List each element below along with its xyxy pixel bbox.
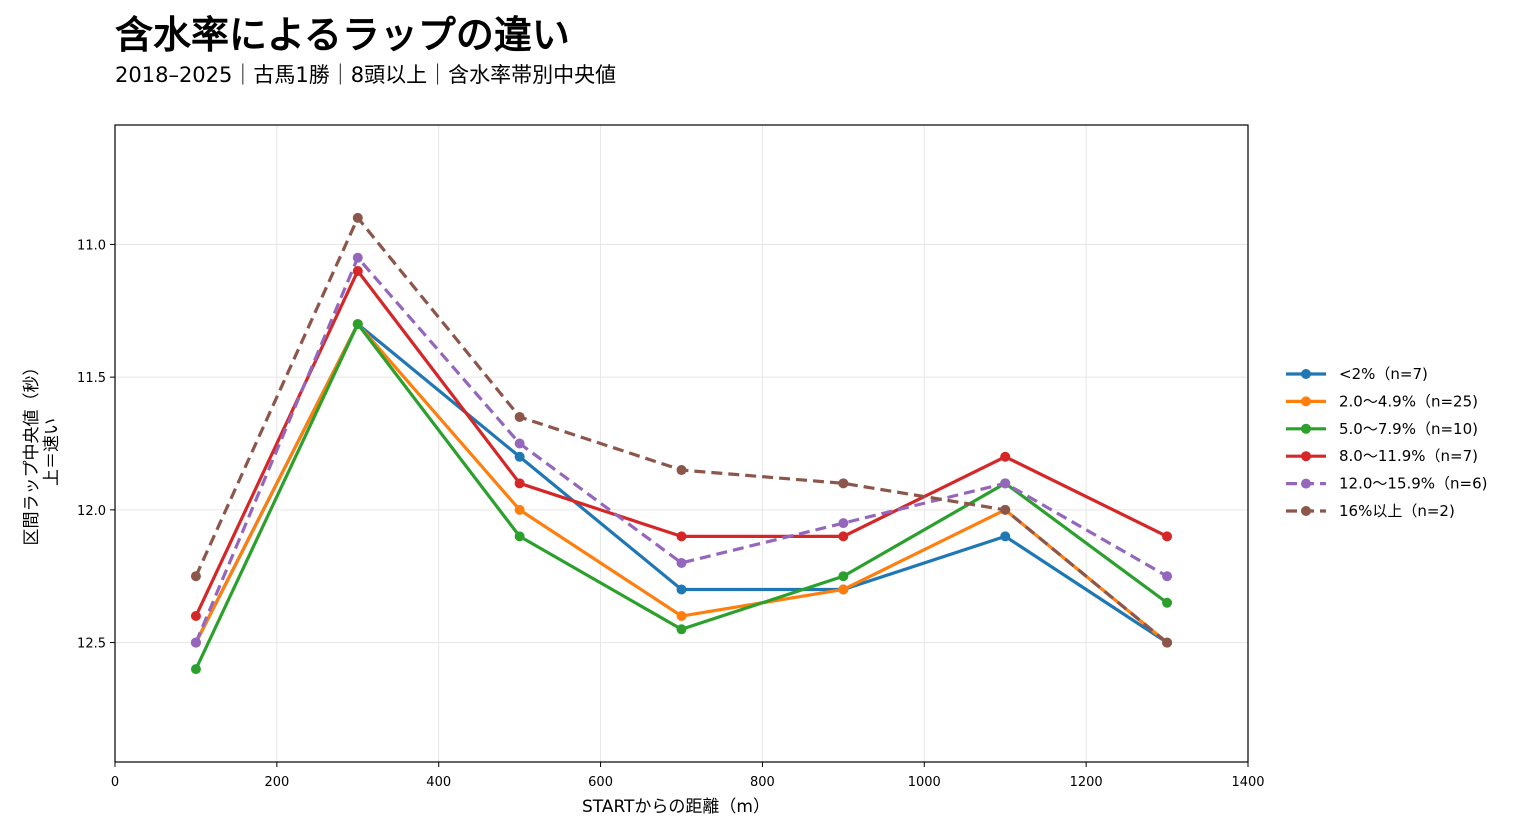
data-point	[514, 531, 525, 542]
data-point	[352, 252, 363, 263]
legend-label: 16%以上（n=2)	[1339, 502, 1455, 520]
chart-subtitle: 2018–2025｜古馬1勝｜8頭以上｜含水率帯別中央値	[115, 63, 616, 87]
chart-title: 含水率によるラップの違い	[115, 13, 570, 57]
x-tick-label: 1200	[1070, 775, 1103, 790]
legend-item: 2.0〜4.9%（n=25)	[1286, 392, 1478, 410]
data-point	[1000, 451, 1011, 462]
legend: <2%（n=7) 2.0〜4.9%（n=25) 5.0〜7.9%（n=10) 8.0〜…	[1286, 365, 1488, 520]
data-point	[838, 478, 849, 489]
legend-label: 2.0〜4.9%（n=25)	[1339, 392, 1478, 410]
data-point	[1162, 637, 1173, 648]
series-6	[190, 212, 1173, 648]
series-group	[190, 212, 1173, 675]
data-point	[1162, 531, 1173, 542]
series-line	[194, 322, 1168, 644]
y-tick-label: 11.5	[77, 371, 106, 386]
data-point	[676, 531, 687, 542]
plot-area	[114, 124, 1249, 763]
legend-swatch-marker	[1301, 451, 1311, 462]
x-tick-label: 1000	[908, 775, 941, 790]
series-line	[194, 322, 1169, 644]
series-5	[190, 252, 1173, 648]
data-point	[676, 611, 687, 622]
data-point	[514, 504, 525, 515]
series-line	[194, 216, 1169, 644]
x-tick-label: 200	[264, 775, 289, 790]
series-4	[190, 265, 1173, 622]
data-point	[838, 584, 849, 595]
legend-swatch-marker	[1301, 478, 1311, 489]
y-axis-label-line-1: 区間ラップ中央値（秒）	[22, 359, 42, 546]
data-point	[1000, 531, 1011, 542]
data-point	[838, 518, 849, 529]
data-point	[1162, 571, 1173, 582]
legend-label: 12.0〜15.9%（n=6)	[1339, 475, 1488, 493]
legend-item: 12.0〜15.9%（n=6)	[1286, 475, 1488, 493]
data-point	[1162, 597, 1173, 608]
x-axis-label: STARTからの距離（m）	[582, 797, 770, 817]
legend-item: 8.0〜11.9%（n=7)	[1286, 447, 1478, 465]
legend-label: <2%（n=7)	[1339, 365, 1428, 383]
data-point	[190, 664, 201, 675]
y-tick-label: 12.0	[77, 504, 106, 519]
y-tick-label: 12.5	[77, 637, 106, 652]
data-point	[352, 319, 363, 330]
data-point	[514, 478, 525, 489]
data-point	[352, 212, 363, 223]
y-tick-label: 11.0	[77, 238, 106, 253]
data-point	[190, 611, 201, 622]
data-point	[190, 637, 201, 648]
data-point	[676, 557, 687, 568]
legend-label: 8.0〜11.9%（n=7)	[1339, 447, 1478, 465]
data-point	[1000, 504, 1011, 515]
legend-item: 16%以上（n=2)	[1286, 502, 1455, 520]
legend-swatch-marker	[1301, 369, 1311, 379]
legend-item: 5.0〜7.9%（n=10)	[1286, 420, 1478, 438]
data-point	[190, 571, 201, 582]
y-axis-label-line-2: 上＝速い	[42, 418, 62, 486]
legend-label: 5.0〜7.9%（n=10)	[1339, 420, 1478, 438]
data-point	[352, 265, 363, 276]
legend-swatch-marker	[1301, 506, 1311, 516]
data-point	[676, 465, 687, 476]
axis-ticks: 0 200 400 600 800 1000 1200 1400 11.0 11.5 12.0 12.…	[77, 238, 1265, 790]
x-tick-label: 1400	[1231, 775, 1264, 790]
data-point	[514, 451, 525, 462]
x-tick-label: 800	[750, 775, 775, 790]
data-point	[1000, 478, 1011, 489]
data-point	[676, 584, 687, 595]
data-point	[838, 531, 849, 542]
data-point	[514, 411, 525, 422]
x-tick-label: 0	[111, 775, 119, 790]
x-tick-label: 400	[426, 775, 451, 790]
grid	[114, 125, 1249, 762]
legend-swatch-marker	[1301, 423, 1311, 434]
legend-swatch-marker	[1301, 396, 1311, 407]
data-point	[676, 624, 687, 635]
data-point	[838, 571, 849, 582]
y-axis-label: 区間ラップ中央値（秒） 上＝速い	[22, 359, 62, 546]
data-point	[514, 438, 525, 449]
legend-item: <2%（n=7)	[1286, 365, 1428, 383]
x-tick-label: 600	[588, 775, 613, 790]
